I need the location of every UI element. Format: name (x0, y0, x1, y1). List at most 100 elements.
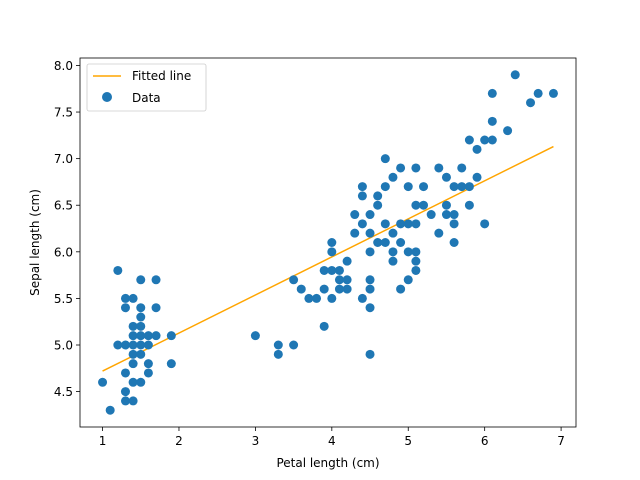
data-point (128, 359, 138, 369)
data-point (434, 163, 444, 173)
data-point (380, 219, 390, 229)
data-point (380, 182, 390, 192)
data-point (136, 312, 146, 322)
x-tick-label: 1 (99, 434, 107, 448)
data-point (334, 284, 344, 294)
x-tick-label: 3 (252, 434, 260, 448)
data-point (380, 238, 390, 247)
data-point (327, 265, 337, 275)
data-point (526, 98, 536, 108)
data-point (350, 228, 360, 238)
data-point (487, 116, 497, 126)
data-point (120, 387, 130, 397)
data-point (365, 349, 375, 359)
data-point (388, 172, 398, 182)
y-tick-label: 4.5 (54, 385, 73, 399)
data-point (304, 293, 314, 303)
data-point (128, 349, 138, 359)
data-point (449, 210, 459, 220)
data-point (411, 247, 421, 257)
y-tick-label: 7.0 (54, 152, 73, 166)
data-point (487, 135, 497, 145)
data-point (327, 293, 337, 303)
data-point (312, 293, 322, 303)
data-point (365, 303, 375, 313)
data-point (480, 135, 490, 145)
y-tick-label: 6.0 (54, 245, 73, 259)
data-point (472, 144, 482, 154)
data-point (533, 88, 543, 98)
data-point (151, 303, 161, 313)
data-point (396, 284, 406, 294)
x-tick-label: 6 (481, 434, 489, 448)
data-point (411, 219, 421, 229)
y-tick-label: 5.0 (54, 339, 73, 353)
data-point (105, 405, 115, 415)
data-point (143, 340, 153, 350)
data-point (472, 172, 482, 182)
data-point (166, 331, 176, 341)
data-point (403, 219, 413, 229)
data-point (296, 284, 306, 294)
data-point (449, 238, 459, 247)
data-point (419, 200, 429, 210)
data-point (273, 349, 283, 359)
data-point (151, 275, 161, 285)
data-point (357, 182, 367, 192)
data-point (143, 359, 153, 369)
data-point (411, 265, 421, 275)
data-point (365, 210, 375, 220)
x-tick-label: 7 (557, 434, 565, 448)
data-point (403, 275, 413, 285)
data-point (449, 182, 459, 192)
data-point (365, 275, 375, 285)
data-point (548, 88, 558, 98)
data-point (289, 275, 299, 285)
data-point (503, 126, 513, 136)
data-point (464, 182, 474, 192)
x-tick-label: 2 (175, 434, 183, 448)
data-point (510, 70, 520, 80)
data-point (457, 182, 467, 192)
data-point (411, 256, 421, 266)
data-point (136, 377, 146, 387)
data-point (120, 368, 130, 378)
data-point (464, 200, 474, 210)
data-point (403, 247, 413, 257)
y-tick-label: 7.5 (54, 106, 73, 120)
data-point (388, 256, 398, 266)
x-axis-title: Petal length (cm) (276, 456, 379, 470)
data-point (357, 293, 367, 303)
data-point (98, 377, 108, 387)
data-point (441, 200, 451, 210)
y-tick-label: 6.5 (54, 199, 73, 213)
x-axis-ticks: 1 2 3 4 5 6 7 (99, 427, 565, 448)
axes-frame (79, 57, 577, 428)
data-point (136, 349, 146, 359)
data-point (342, 275, 352, 285)
data-point (151, 331, 161, 341)
data-point (434, 228, 444, 238)
data-point (449, 219, 459, 229)
data-point (464, 135, 474, 145)
data-point (143, 368, 153, 378)
data-point (365, 228, 375, 238)
x-tick-label: 5 (404, 434, 412, 448)
data-point (373, 200, 383, 210)
data-layer (98, 70, 558, 415)
data-point (128, 377, 138, 387)
data-point (319, 265, 329, 275)
data-point (480, 219, 490, 229)
data-point (350, 210, 360, 220)
data-point (120, 396, 130, 406)
data-point (441, 172, 451, 182)
data-point (136, 275, 146, 285)
data-point (327, 247, 337, 257)
data-point (120, 340, 130, 350)
data-point (327, 238, 337, 247)
data-point (250, 331, 260, 341)
data-point (380, 154, 390, 164)
data-point (396, 163, 406, 173)
y-tick-label: 5.5 (54, 292, 73, 306)
y-axis-ticks: 4.5 5.0 5.5 6.0 6.5 7.0 7.5 8.0 (54, 59, 80, 399)
